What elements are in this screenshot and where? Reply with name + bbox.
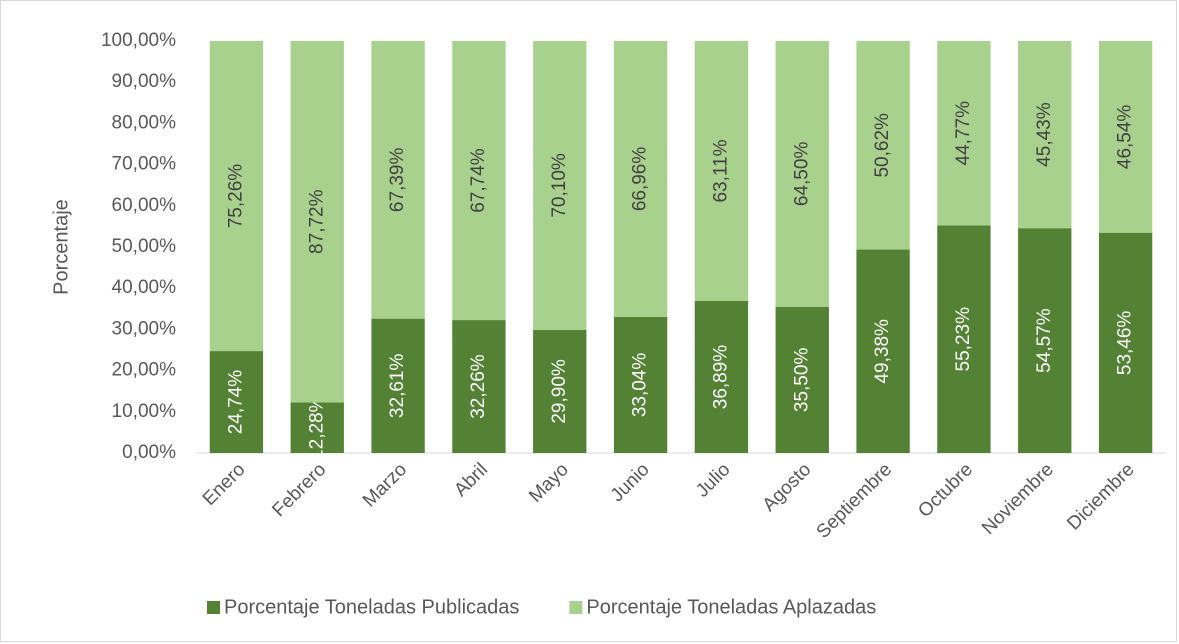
bar-segment [694, 41, 749, 302]
data-label: 49,38% [872, 319, 893, 384]
legend-label: Porcentaje Toneladas Aplazadas [586, 596, 876, 618]
legend-swatch [569, 601, 583, 614]
bar-segment [533, 41, 587, 330]
bar-segment [856, 41, 910, 250]
bar-segment [694, 301, 749, 453]
data-label: 63,11% [710, 139, 731, 202]
y-tick-label: 90,00% [112, 71, 177, 92]
data-label: 66,96% [630, 147, 651, 212]
bar-segment [1018, 41, 1072, 229]
data-label: 53,46% [1115, 311, 1136, 376]
bar-segment [613, 316, 668, 453]
bar-segment [452, 320, 506, 453]
y-axis-label: Porcentaje [50, 199, 72, 295]
legend-swatch [207, 601, 220, 614]
bar-segment [856, 249, 910, 453]
data-label: 67,74% [468, 148, 489, 213]
bar-segment [371, 318, 425, 453]
bar-segment [209, 41, 264, 352]
data-label: 36,89% [710, 345, 731, 410]
data-label: 46,54% [1115, 105, 1136, 170]
data-label: 12,28% [306, 395, 327, 460]
data-label: 32,26% [468, 354, 489, 419]
data-label: 29,90% [549, 359, 570, 424]
bar-segment [452, 41, 506, 321]
data-label: 64,50% [791, 142, 812, 207]
data-label: 50,62% [872, 113, 893, 178]
bar-segment [775, 306, 829, 453]
data-label: 44,77% [953, 101, 974, 166]
data-label: 87,72% [306, 189, 327, 254]
bar-segment [937, 41, 991, 226]
bar-segment [290, 402, 344, 453]
y-tick-label: 0,00% [122, 442, 176, 463]
data-label: 70,10% [549, 153, 570, 218]
y-tick-label: 20,00% [112, 360, 177, 381]
data-label: 33,04% [630, 353, 651, 418]
bar-segment [937, 225, 991, 453]
data-label: 54,57% [1034, 308, 1055, 373]
data-label: 24,74% [225, 370, 246, 435]
bar-segment [1018, 228, 1072, 453]
y-tick-label: 100,00% [101, 30, 176, 51]
data-label: 35,50% [791, 348, 812, 413]
bar-segment [1098, 232, 1153, 453]
y-tick-label: 10,00% [112, 401, 177, 422]
y-tick-label: 30,00% [112, 318, 177, 339]
y-tick-label: 80,00% [112, 112, 177, 133]
legend-label: Porcentaje Toneladas Publicadas [224, 596, 519, 618]
data-label: 75,26% [225, 164, 246, 229]
data-label: 55,23% [953, 307, 974, 372]
y-tick-label: 50,00% [112, 236, 177, 257]
bar-segment [209, 351, 264, 453]
y-tick-label: 40,00% [112, 277, 177, 298]
bar-segment [290, 41, 344, 403]
bar-segment [775, 41, 829, 307]
y-tick-label: 60,00% [112, 195, 177, 216]
data-label: 45,43% [1034, 102, 1055, 167]
data-label: 32,61% [387, 354, 408, 419]
data-label: 67,39% [387, 148, 408, 213]
bar-segment [371, 41, 425, 319]
y-tick-label: 70,00% [112, 154, 177, 175]
bar-segment [613, 41, 668, 317]
bar-segment [533, 329, 587, 453]
bar-segment [1098, 41, 1153, 233]
